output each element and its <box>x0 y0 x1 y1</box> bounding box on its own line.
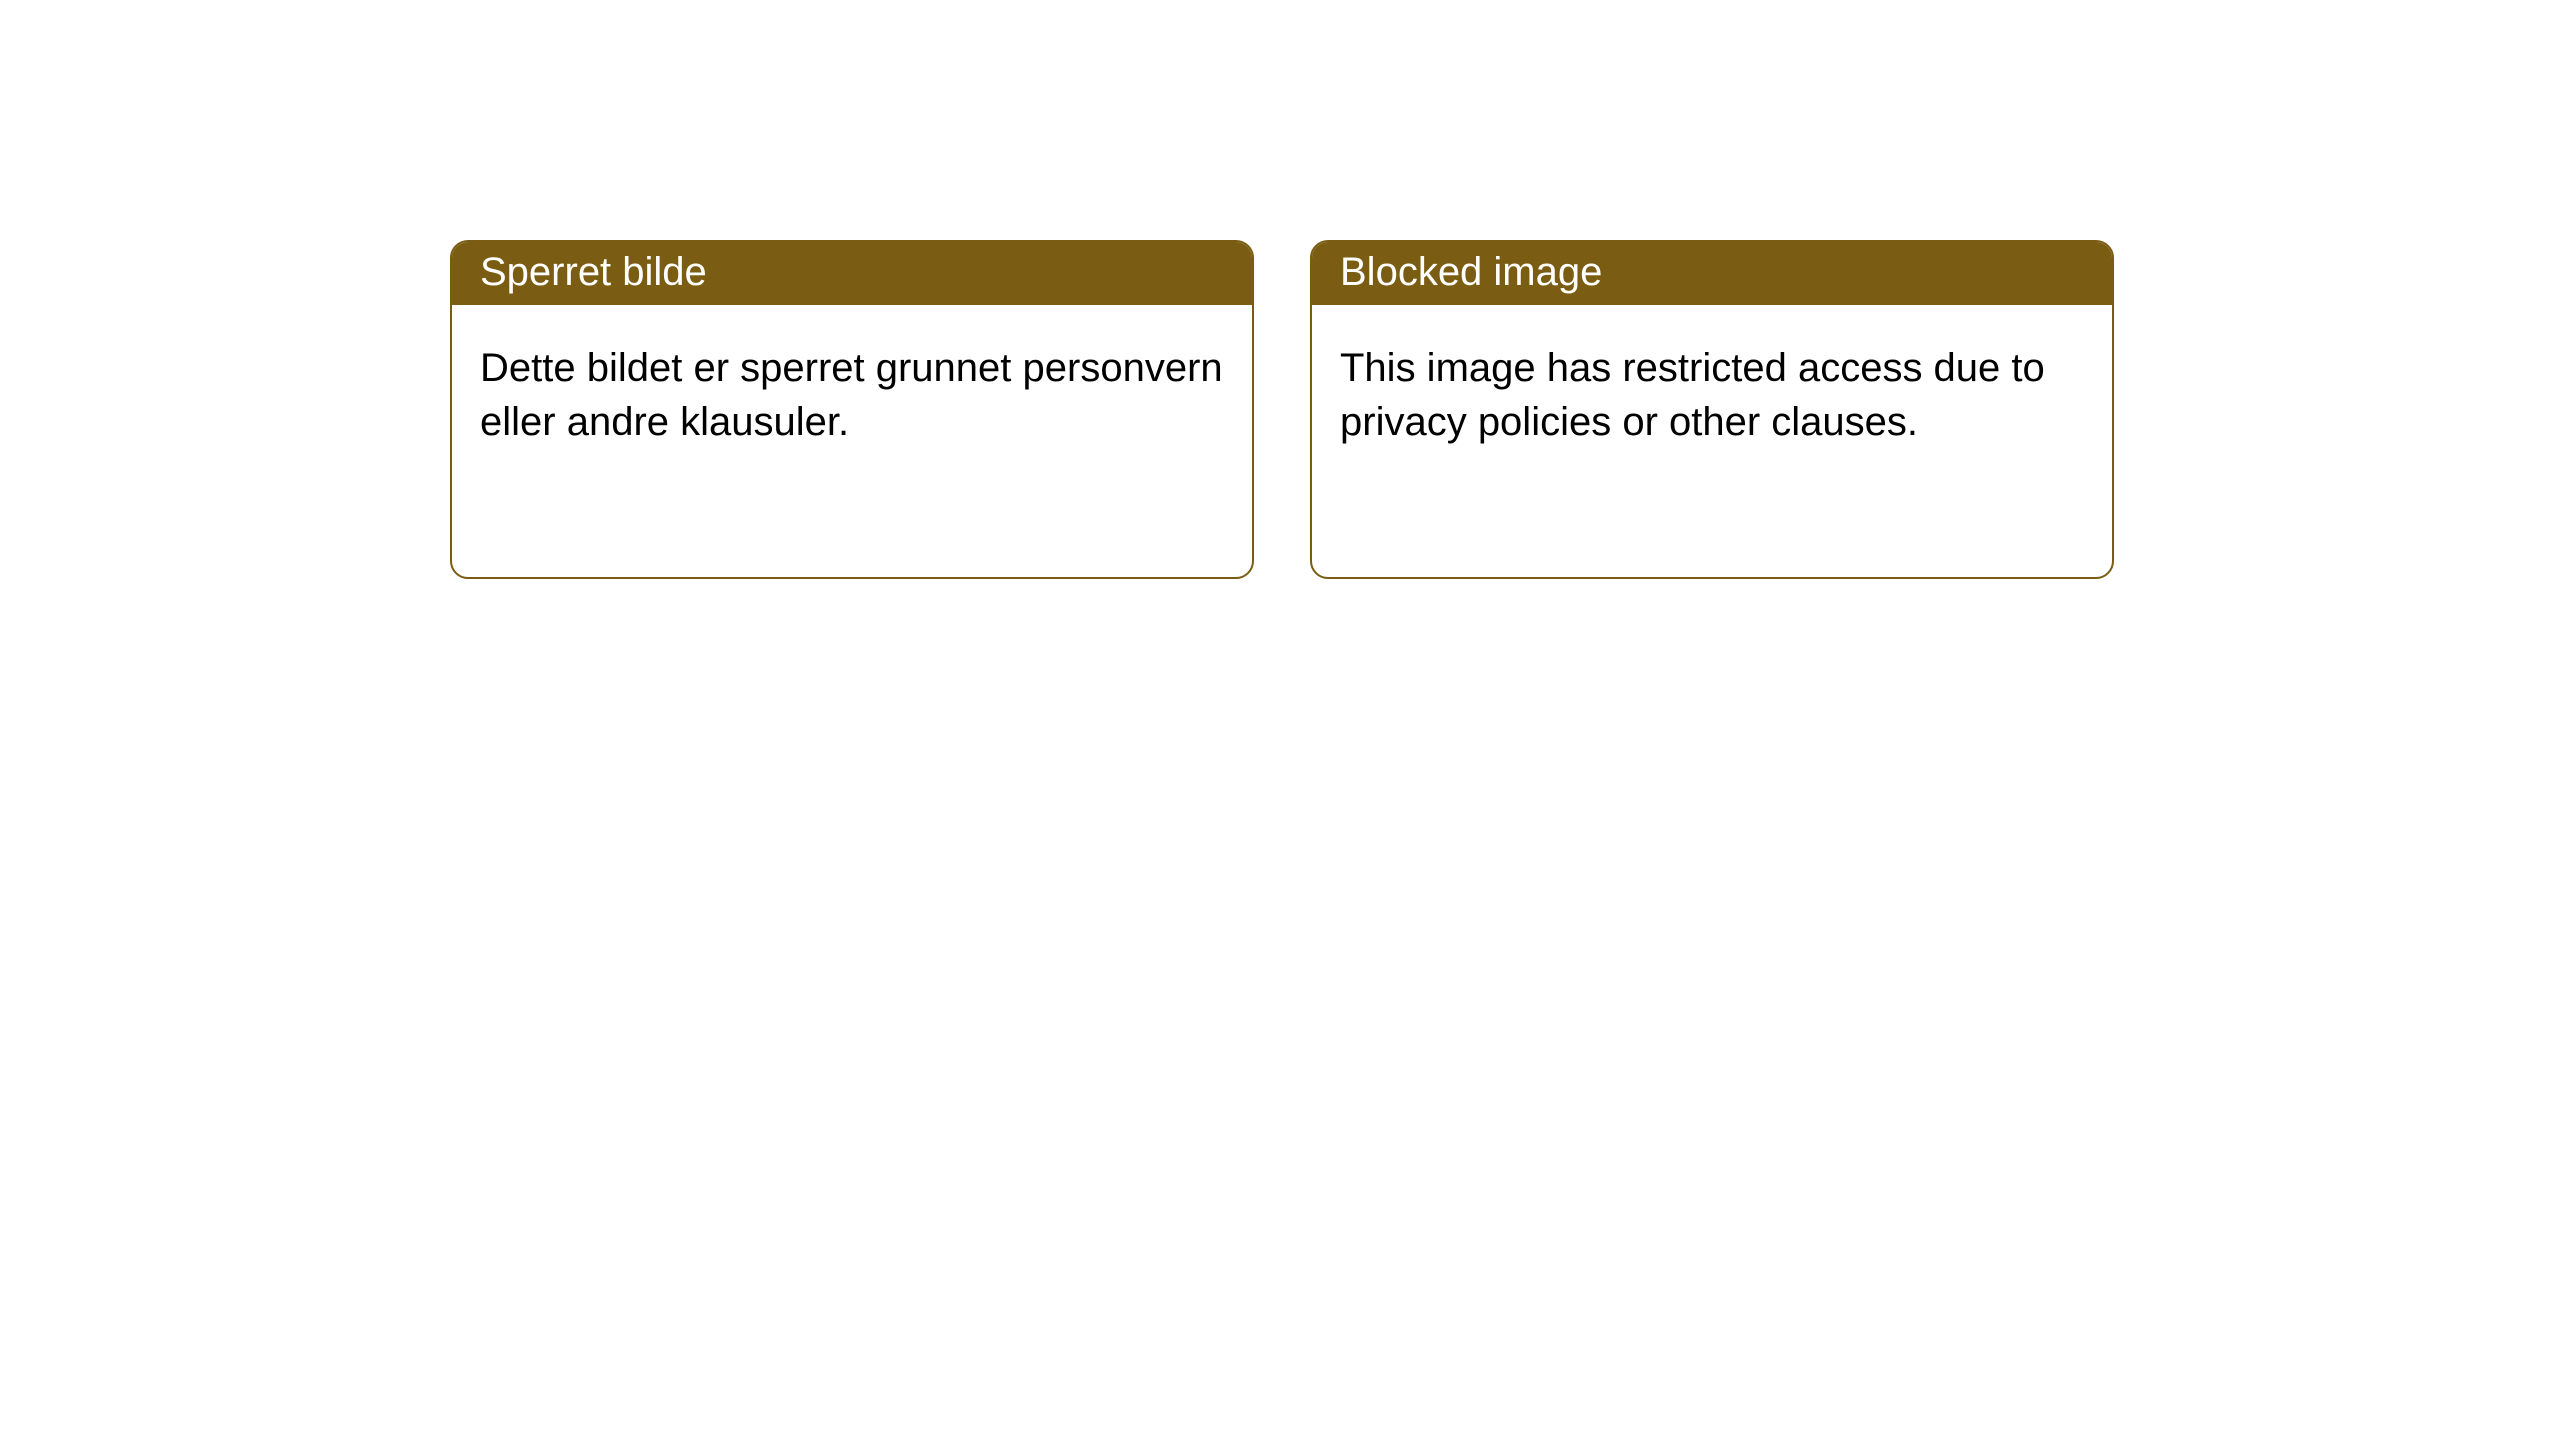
card-title: Blocked image <box>1340 250 1602 294</box>
notice-cards-container: Sperret bilde Dette bildet er sperret gr… <box>0 0 2560 579</box>
notice-card-english: Blocked image This image has restricted … <box>1310 240 2114 579</box>
card-body-text: Dette bildet er sperret grunnet personve… <box>480 346 1223 444</box>
card-header: Sperret bilde <box>452 242 1252 305</box>
card-body-text: This image has restricted access due to … <box>1340 346 2045 444</box>
notice-card-norwegian: Sperret bilde Dette bildet er sperret gr… <box>450 240 1254 579</box>
card-title: Sperret bilde <box>480 250 707 294</box>
card-body: This image has restricted access due to … <box>1312 305 2112 577</box>
card-header: Blocked image <box>1312 242 2112 305</box>
card-body: Dette bildet er sperret grunnet personve… <box>452 305 1252 577</box>
